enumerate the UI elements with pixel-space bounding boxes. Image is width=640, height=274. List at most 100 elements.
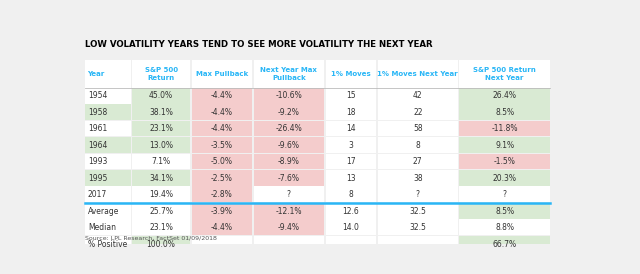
Text: 27: 27 [413,157,422,166]
Text: 7.1%: 7.1% [152,157,171,166]
Text: -11.8%: -11.8% [492,124,518,133]
Text: -26.4%: -26.4% [275,124,302,133]
Bar [460,236,550,252]
Bar [326,153,376,169]
Text: -7.6%: -7.6% [278,174,300,183]
Text: 8: 8 [348,190,353,199]
Text: 100.0%: 100.0% [147,239,175,249]
Bar [378,203,458,219]
Bar [85,153,131,169]
Bar [191,153,252,169]
Text: 15: 15 [346,92,356,101]
Bar [85,187,131,202]
Bar [326,236,376,252]
Text: 9.1%: 9.1% [495,141,514,150]
Text: 34.1%: 34.1% [149,174,173,183]
Text: 13: 13 [346,174,356,183]
Bar [460,60,550,88]
Text: -4.4%: -4.4% [211,92,233,101]
Text: 17: 17 [346,157,356,166]
Bar [253,104,324,120]
Text: LOW VOLATILITY YEARS TEND TO SEE MORE VOLATILITY THE NEXT YEAR: LOW VOLATILITY YEARS TEND TO SEE MORE VO… [85,40,433,49]
Text: -9.2%: -9.2% [278,108,300,117]
Bar [326,60,376,88]
Bar [191,203,252,219]
Text: 20.3%: 20.3% [493,174,516,183]
Bar [253,60,324,88]
Text: 12.6: 12.6 [342,207,359,216]
Bar [85,236,131,252]
Text: -4.4%: -4.4% [211,223,233,232]
Text: -10.6%: -10.6% [275,92,302,101]
Text: 58: 58 [413,124,422,133]
Text: 14: 14 [346,124,356,133]
Text: 26.4%: 26.4% [493,92,516,101]
Bar [253,187,324,202]
Bar [326,121,376,136]
Bar [132,187,190,202]
Text: 8: 8 [415,141,420,150]
Text: Source: LPL Research, FactSet 01/09/2018: Source: LPL Research, FactSet 01/09/2018 [85,236,217,241]
Bar [191,219,252,235]
Text: Median: Median [88,223,116,232]
Text: 1% Moves Next Year: 1% Moves Next Year [378,71,458,77]
Bar [132,60,190,88]
Text: Year: Year [87,71,104,77]
Bar [460,137,550,153]
Text: -2.5%: -2.5% [211,174,233,183]
Text: ?: ? [287,190,291,199]
Bar [132,170,190,186]
Bar [132,153,190,169]
Text: 22: 22 [413,108,422,117]
Text: Average: Average [88,207,119,216]
Bar [378,88,458,104]
Text: 23.1%: 23.1% [149,223,173,232]
Text: 14.0: 14.0 [342,223,359,232]
Text: 1964: 1964 [88,141,108,150]
Bar [132,219,190,235]
Bar [378,121,458,136]
Bar [191,170,252,186]
Bar [460,104,550,120]
Text: -5.0%: -5.0% [211,157,233,166]
Text: 3: 3 [348,141,353,150]
Text: -8.9%: -8.9% [278,157,300,166]
Text: 1954: 1954 [88,92,108,101]
Bar [326,104,376,120]
Bar [460,153,550,169]
Text: 8.5%: 8.5% [495,207,514,216]
Bar [253,170,324,186]
Bar [326,137,376,153]
Text: % Positive: % Positive [88,239,127,249]
Bar [132,121,190,136]
Bar [253,88,324,104]
Bar [378,219,458,235]
Text: 66.7%: 66.7% [493,239,516,249]
Bar [85,219,131,235]
Bar [326,203,376,219]
Text: 32.5: 32.5 [410,207,426,216]
Bar [326,219,376,235]
Bar [326,187,376,202]
Bar [85,121,131,136]
Text: -12.1%: -12.1% [276,207,302,216]
Bar [85,104,131,120]
Bar [253,236,324,252]
Text: 18: 18 [346,108,356,117]
Bar [253,137,324,153]
Bar [253,121,324,136]
Bar [460,121,550,136]
Bar [85,60,131,88]
Bar [191,121,252,136]
Text: Max Pullback: Max Pullback [196,71,248,77]
Bar [378,170,458,186]
Text: -2.8%: -2.8% [211,190,233,199]
Bar [253,153,324,169]
Bar [85,88,131,104]
Text: Next Year Max
Pullback: Next Year Max Pullback [260,67,317,81]
Bar [132,88,190,104]
Bar [191,104,252,120]
Bar [460,219,550,235]
Text: 42: 42 [413,92,422,101]
Text: 25.7%: 25.7% [149,207,173,216]
